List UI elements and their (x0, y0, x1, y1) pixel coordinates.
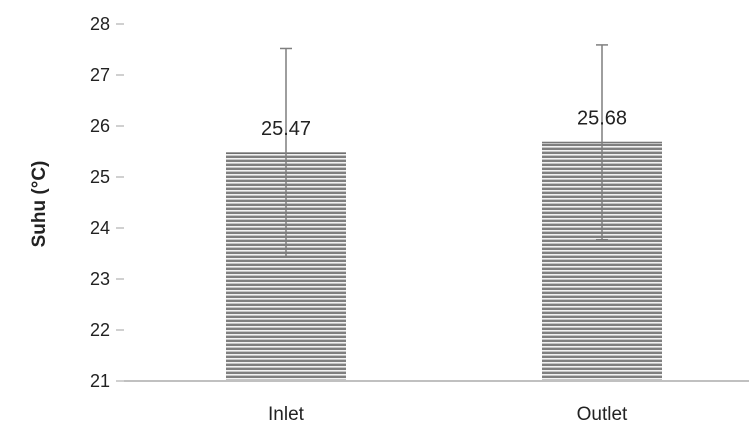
y-tick-label: 28 (90, 14, 110, 34)
x-category-label-inlet: Inlet (268, 404, 305, 425)
bars (226, 141, 662, 381)
y-axis-ticks: 21 22 23 24 25 26 27 28 (90, 14, 124, 391)
data-label-outlet: 25.68 (577, 107, 627, 129)
y-tick-label: 22 (90, 320, 110, 340)
y-tick-label: 24 (90, 218, 110, 238)
y-tick-label: 23 (90, 269, 110, 289)
error-bars (280, 44, 608, 258)
y-tick-label: 25 (90, 167, 110, 187)
y-axis-title: Suhu (°C) (29, 161, 50, 248)
x-category-label-outlet: Outlet (577, 404, 628, 425)
x-axis-labels: Inlet Outlet (268, 404, 628, 425)
data-labels: 25.47 25.68 (261, 107, 627, 140)
y-tick-label: 27 (90, 65, 110, 85)
y-tick-label: 21 (90, 371, 110, 391)
y-tick-label: 26 (90, 116, 110, 136)
data-label-inlet: 25.47 (261, 118, 311, 140)
